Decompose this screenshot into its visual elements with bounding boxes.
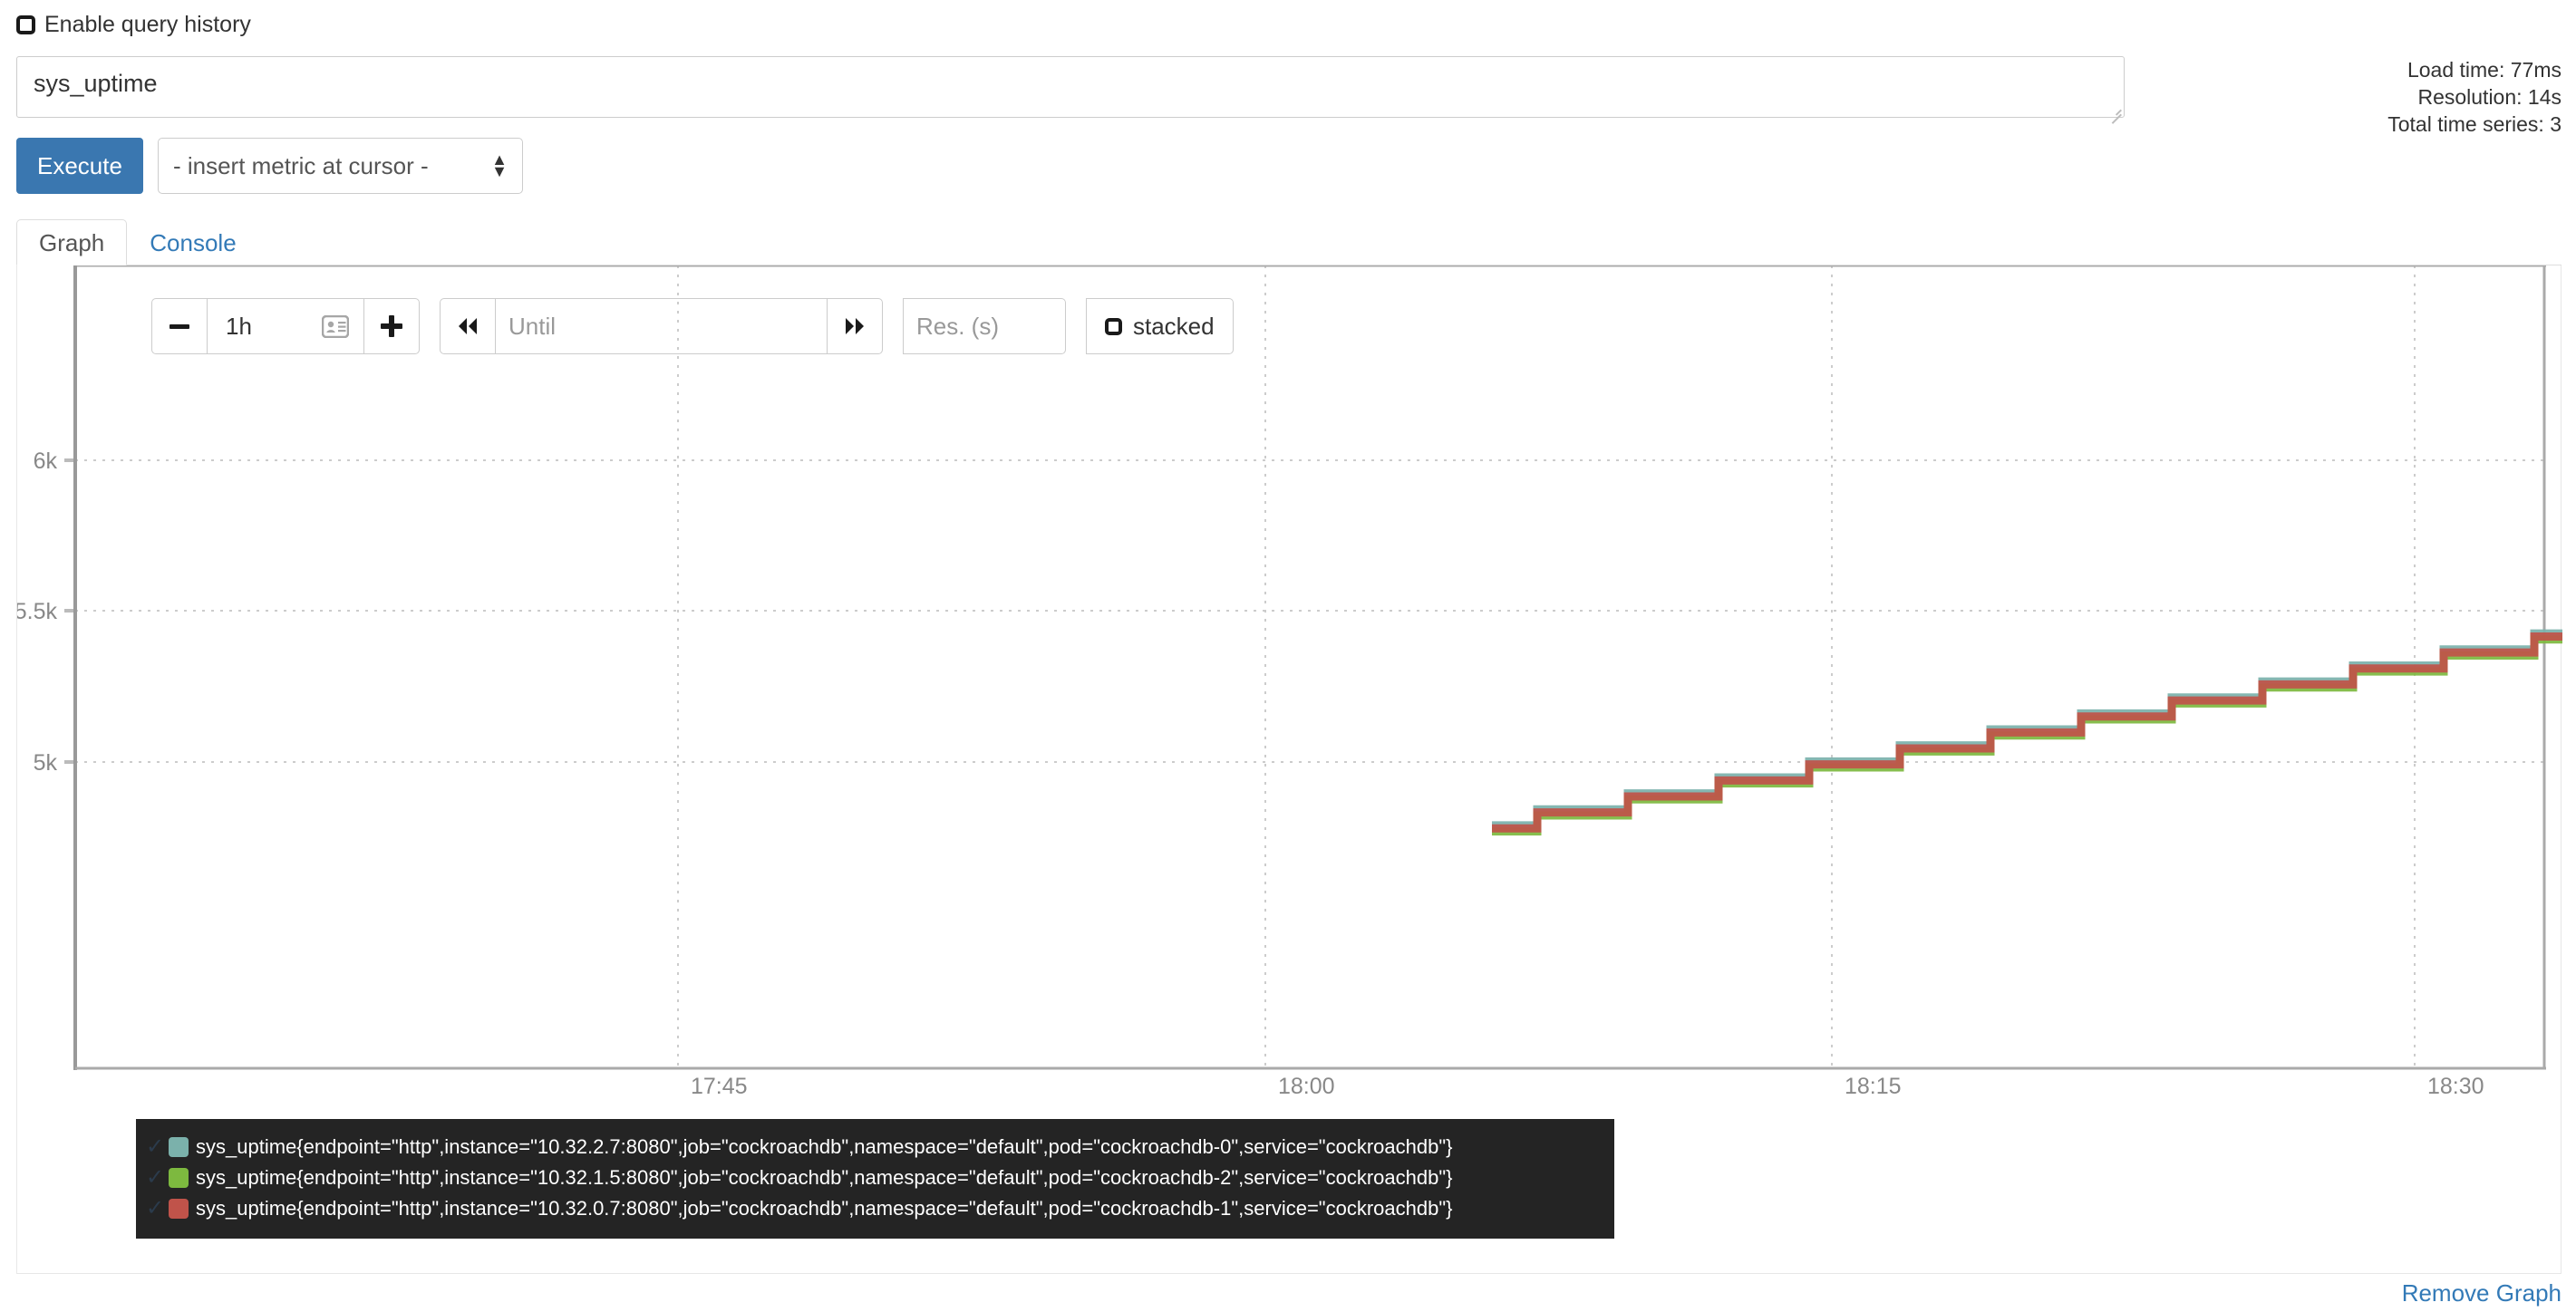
execute-button[interactable]: Execute [16, 138, 143, 194]
svg-text:17:45: 17:45 [691, 1074, 748, 1099]
legend-color-swatch [169, 1199, 189, 1219]
range-decrease-button[interactable] [151, 298, 208, 354]
load-time-text: Load time: 77ms [2407, 58, 2561, 82]
tab-console[interactable]: Console [150, 229, 237, 256]
legend-series-label: sys_uptime{endpoint="http",instance="10.… [196, 1166, 1453, 1189]
range-input[interactable]: 1h [207, 298, 364, 354]
vcard-list-icon [322, 314, 349, 338]
stacked-label: stacked [1133, 312, 1215, 340]
spinner-arrows-icon: ▲ ▼ [491, 150, 508, 180]
plus-icon [381, 315, 402, 337]
query-stats: Load time: 77ms Resolution: 14s Total ti… [2387, 56, 2561, 138]
expression-input[interactable] [16, 56, 2125, 118]
time-step-back-button[interactable] [440, 298, 496, 354]
view-tabs: Graph Console [16, 217, 2561, 265]
legend-series-label: sys_uptime{endpoint="http",instance="10.… [196, 1135, 1453, 1158]
resolution-text: Resolution: 14s [2417, 85, 2561, 109]
enable-query-history-label: Enable query history [44, 11, 251, 37]
time-input-group: Until [440, 298, 883, 354]
svg-text:5.5k: 5.5k [17, 599, 57, 624]
range-increase-button[interactable] [363, 298, 420, 354]
legend-check-icon[interactable]: ✓ [145, 1165, 165, 1190]
insert-metric-select[interactable]: - insert metric at cursor - ▲ ▼ [157, 138, 523, 194]
range-input-group: 1h [151, 298, 420, 354]
stacked-toggle-group: stacked [1086, 298, 1234, 354]
legend-color-swatch [169, 1168, 189, 1188]
total-time-series-text: Total time series: 3 [2387, 112, 2561, 136]
svg-text:18:30: 18:30 [2427, 1074, 2484, 1099]
legend-check-icon[interactable]: ✓ [145, 1134, 165, 1159]
legend-item[interactable]: ✓ sys_uptime{endpoint="http",instance="1… [136, 1193, 1614, 1224]
svg-text:5k: 5k [34, 750, 58, 776]
legend-color-swatch [169, 1137, 189, 1157]
legend-check-icon[interactable]: ✓ [145, 1196, 165, 1220]
legend-item[interactable]: ✓ sys_uptime{endpoint="http",instance="1… [136, 1162, 1614, 1193]
checkbox-icon [1105, 317, 1122, 335]
legend-item[interactable]: ✓ sys_uptime{endpoint="http",instance="1… [136, 1132, 1614, 1162]
minus-icon [169, 323, 189, 329]
resolution-input[interactable]: Res. (s) [903, 298, 1066, 354]
tab-graph[interactable]: Graph [16, 219, 128, 265]
legend-series-label: sys_uptime{endpoint="http",instance="10.… [196, 1197, 1453, 1220]
svg-text:6k: 6k [34, 449, 58, 474]
until-input[interactable]: Until [495, 298, 828, 354]
svg-text:18:15: 18:15 [1845, 1074, 1902, 1099]
resolution-input-group: Res. (s) [903, 298, 1066, 354]
enable-query-history-row[interactable]: Enable query history [16, 9, 251, 40]
range-input-value: 1h [226, 312, 252, 340]
until-input-placeholder: Until [508, 312, 557, 340]
svg-text:18:00: 18:00 [1278, 1074, 1335, 1099]
expression-input-wrap [16, 56, 2125, 124]
resolution-input-placeholder: Res. (s) [916, 312, 999, 340]
execute-row: Execute - insert metric at cursor - ▲ ▼ [16, 138, 523, 194]
time-step-forward-button[interactable] [827, 298, 883, 354]
remove-graph-link[interactable]: Remove Graph [2401, 1279, 2561, 1307]
checkbox-icon[interactable] [16, 14, 35, 34]
graph-controls-toolbar: 1h Unt [151, 298, 1234, 354]
insert-metric-select-value: - insert metric at cursor - [172, 151, 429, 179]
graph-legend: ✓ sys_uptime{endpoint="http",instance="1… [136, 1119, 1614, 1239]
double-right-arrow-icon [846, 318, 864, 334]
double-left-arrow-icon [459, 318, 477, 334]
stacked-toggle[interactable]: stacked [1086, 298, 1234, 354]
